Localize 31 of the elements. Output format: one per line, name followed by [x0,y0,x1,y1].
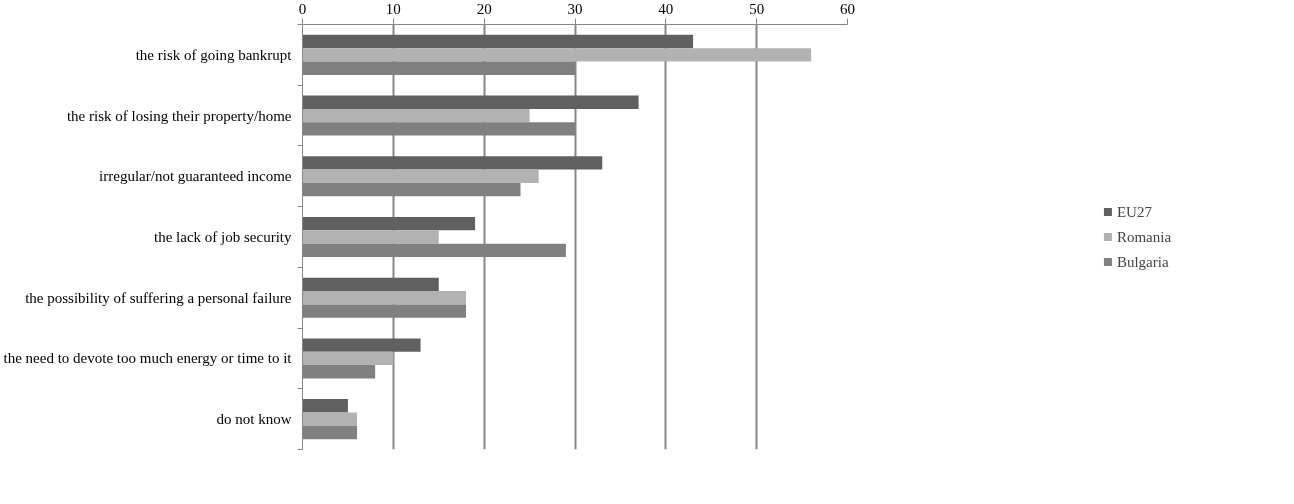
x-tick-label: 20 [476,0,492,17]
bar [302,277,439,292]
bar [302,230,439,244]
bar [302,95,639,109]
bar [302,34,694,49]
x-tick-label: 0 [298,0,307,17]
legend-label: EU27 [1116,203,1152,220]
bar [302,338,421,352]
legend-label: Bulgaria [1116,253,1169,270]
x-tick-label: 60 [840,0,855,17]
y-tick-label: irregular/not guaranteed income [99,168,292,185]
bar [302,156,603,170]
bar [302,412,357,426]
y-tick-label: the possibility of suffering a personal failure [25,289,292,306]
y-tick-label: the need to devote too much energy or time to it [3,350,293,367]
y-tick-label: the risk of losing their property/home [66,107,292,124]
x-tick-label: 50 [749,0,765,17]
bar [302,48,812,62]
y-tick-label: the risk of going bankrupt [135,46,293,63]
bar [302,108,530,123]
y-tick-label: the lack of job security [154,229,292,245]
x-tick-label: 10 [385,0,401,17]
bar [302,351,394,366]
bar [302,169,539,183]
x-tick-label: 40 [658,0,674,17]
legend-label: Romania [1116,228,1172,245]
bar [302,216,476,231]
bar [302,291,466,305]
y-tick-label: do not know [216,411,292,428]
x-tick-label: 30 [567,0,583,17]
bar [302,399,348,413]
